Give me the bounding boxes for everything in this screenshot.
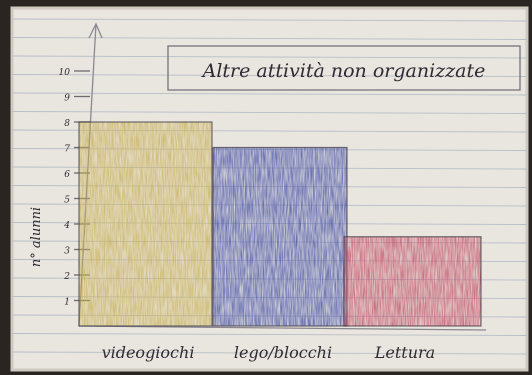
x-tick-label-Lettura: Lettura <box>374 343 435 362</box>
bar-fill-Lettura <box>344 236 481 326</box>
ruled-line <box>11 111 528 114</box>
ruled-line <box>11 37 528 40</box>
bar-Lettura <box>343 236 482 327</box>
y-tick-label-5: 5 <box>64 196 70 206</box>
ruled-line <box>11 333 528 336</box>
y-tick-label-4: 4 <box>63 221 70 231</box>
x-tick-labels: videogiochi lego/blocchi Lettura <box>102 343 436 362</box>
ruled-line <box>11 18 528 22</box>
x-tick-label-lego/blocchi: lego/blocchi <box>234 343 332 362</box>
ruled-line <box>11 351 528 355</box>
y-axis-arrow <box>88 22 103 39</box>
y-tick-label-2: 2 <box>63 272 70 282</box>
paper-shadow <box>10 6 529 372</box>
bar-fill-videogiochi <box>79 122 212 326</box>
y-tick-label-9: 9 <box>64 94 70 104</box>
x-tick-label-videogiochi: videogiochi <box>102 343 195 362</box>
x-axis-line <box>78 325 487 331</box>
y-tick-label-6: 6 <box>64 170 70 180</box>
ruled-line <box>11 92 528 96</box>
y-tick-label-7: 7 <box>64 145 70 155</box>
bars <box>78 121 482 327</box>
y-tick-label-8: 8 <box>64 119 70 129</box>
bar-videogiochi <box>78 121 213 327</box>
y-tick-label-3: 3 <box>64 247 70 257</box>
y-tick-label-10: 10 <box>59 68 71 78</box>
bar-fill-lego/blocchi <box>213 147 347 326</box>
ruled-line <box>11 55 528 59</box>
chart-title: Altre attività non organizzate <box>201 60 486 82</box>
y-tick-label-1: 1 <box>64 298 70 308</box>
ruled-line <box>11 74 528 77</box>
bar-outline-Lettura <box>343 236 482 327</box>
bar-lego/blocchi <box>212 146 348 327</box>
title-box <box>167 45 521 91</box>
bar-outline-videogiochi <box>78 121 213 327</box>
y-axis-label: n° alunni <box>29 207 44 267</box>
